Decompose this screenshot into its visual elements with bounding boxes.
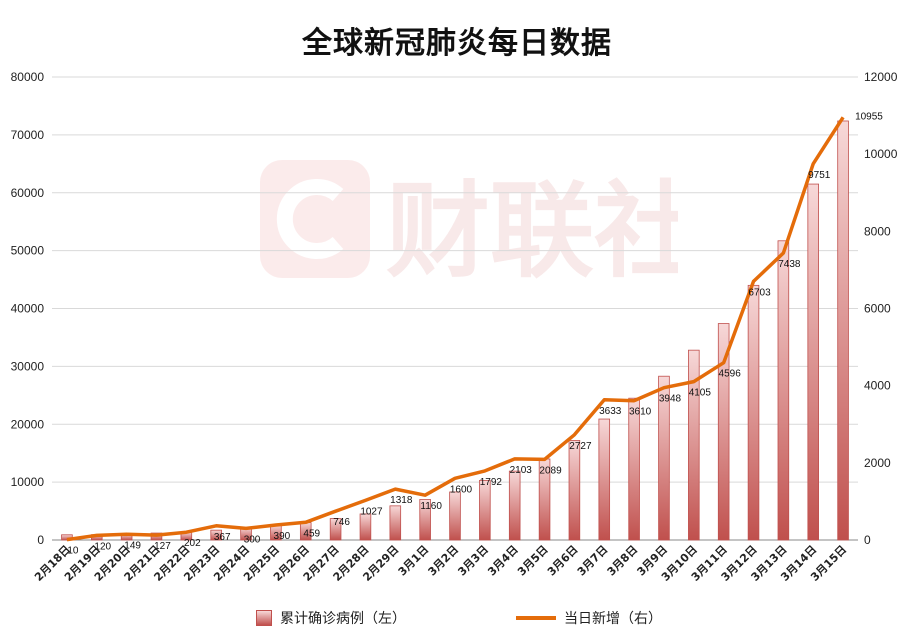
x-tick-label: 3月6日	[545, 543, 581, 579]
line-data-label: 3633	[599, 406, 622, 417]
bar-cumulative-21	[658, 375, 670, 541]
bar-cumulative-16	[508, 470, 521, 541]
y-left-tick-label: 30000	[11, 359, 45, 373]
y-right-tick-label: 0	[864, 533, 871, 547]
bar-cumulative-12	[389, 505, 402, 541]
y-right-tick-label: 6000	[864, 302, 891, 316]
bar-cumulative-27	[837, 120, 849, 541]
line-data-label: 390	[274, 531, 291, 542]
bar-cumulative-15	[479, 479, 491, 541]
legend-item-bars: 累计确诊病例（左）	[256, 606, 406, 630]
y-right-tick-label: 4000	[864, 379, 891, 393]
line-data-label: 1318	[390, 495, 413, 506]
line-data-label: 1027	[360, 506, 383, 517]
y-right-tick-label: 8000	[864, 224, 891, 238]
y-right-tick-label: 10000	[864, 147, 898, 161]
line-data-label: 1160	[420, 501, 442, 512]
line-data-label: 7438	[778, 259, 801, 270]
line-data-label: 4105	[689, 388, 712, 399]
x-tick-label: 3月1日	[396, 543, 432, 579]
bar-cumulative-24	[747, 284, 760, 541]
x-tick-label: 3月4日	[485, 543, 521, 579]
x-tick-label: 3月5日	[515, 543, 551, 579]
x-tick-label: 3月3日	[455, 543, 491, 579]
bar-cumulative-14	[449, 491, 461, 541]
legend-bar-label: 累计确诊病例（左）	[280, 611, 406, 627]
line-data-label: 1792	[480, 477, 503, 488]
line-data-label: 9751	[808, 170, 831, 181]
x-tick-label: 3月7日	[575, 543, 611, 579]
line-data-label: 746	[333, 517, 350, 528]
legend-bar-swatch	[256, 610, 272, 626]
legend-line-swatch	[516, 616, 556, 620]
y-right-tick-label: 2000	[864, 456, 891, 470]
line-data-label: 367	[214, 532, 231, 543]
x-tick-label: 3月2日	[426, 543, 462, 579]
bar-cumulative-20	[628, 397, 640, 541]
line-data-label: 3610	[629, 407, 652, 418]
watermark-text: 财联社	[386, 170, 678, 285]
chart-title: 全球新冠肺炎每日数据	[302, 26, 612, 61]
bar-cumulative-25	[777, 240, 790, 541]
line-data-label: 2089	[539, 465, 562, 476]
line-data-label: 2727	[569, 441, 592, 452]
y-left-tick-label: 60000	[11, 186, 45, 200]
bar-cumulative-23	[717, 323, 730, 541]
line-data-label: 1600	[450, 484, 473, 495]
bar-cumulative-18	[568, 440, 581, 541]
line-data-label: 149	[124, 540, 141, 551]
bar-cumulative-19	[598, 418, 611, 541]
bar-cumulative-13	[419, 499, 431, 541]
y-left-tick-label: 10000	[11, 475, 45, 489]
line-data-label: 3948	[659, 394, 682, 405]
line-data-label: 10955	[855, 111, 883, 122]
legend: 累计确诊病例（左） 当日新增（右）	[0, 606, 914, 630]
y-left-tick-label: 0	[37, 533, 44, 547]
y-right-tick-label: 12000	[864, 70, 898, 84]
bar-cumulative-10	[329, 518, 342, 541]
line-data-label: 459	[303, 528, 320, 539]
line-data-label: 6703	[748, 287, 771, 298]
legend-item-line: 当日新增（右）	[516, 606, 662, 630]
y-left-tick-label: 40000	[11, 302, 45, 316]
x-tick-label: 3月8日	[605, 543, 641, 579]
bar-cumulative-11	[359, 513, 372, 541]
bar-cumulative-22	[688, 349, 700, 541]
y-left-tick-label: 80000	[11, 70, 45, 84]
bar-cumulative-6	[210, 529, 222, 541]
y-left-tick-label: 50000	[11, 244, 45, 258]
line-data-label: 4596	[719, 369, 742, 380]
line-data-label: 2103	[510, 465, 533, 476]
y-left-tick-label: 70000	[11, 128, 45, 142]
line-data-label: 127	[154, 541, 171, 552]
line-data-label: 10	[67, 546, 79, 557]
line-data-label: 120	[94, 541, 111, 552]
bar-cumulative-26	[807, 183, 819, 541]
y-left-tick-label: 20000	[11, 417, 45, 431]
legend-line-label: 当日新增（右）	[564, 611, 662, 627]
line-data-label: 202	[184, 538, 201, 549]
line-data-label: 300	[244, 534, 261, 545]
